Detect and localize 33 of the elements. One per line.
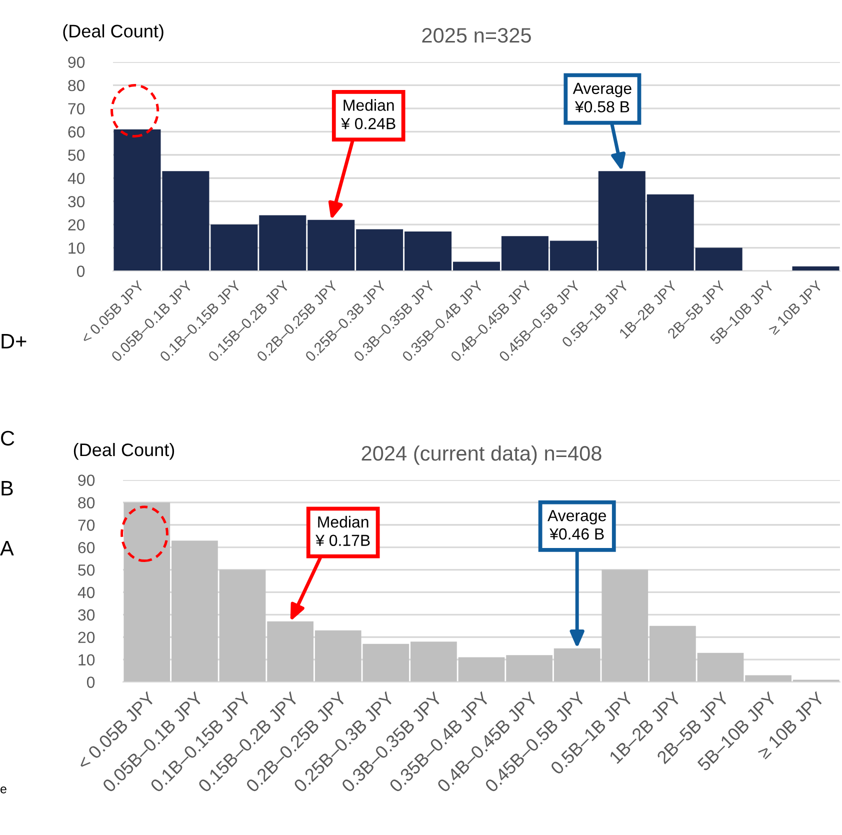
y-tick-label: 30 — [78, 609, 95, 621]
text: e — [0, 786, 6, 794]
y-tick-label: 10 — [78, 654, 95, 666]
y-tick-label: 30 — [68, 196, 85, 208]
y-tick-label: 70 — [78, 520, 95, 531]
y-tick-label: 90 — [78, 474, 95, 486]
annotation: Median ¥ 0.24B — [341, 99, 396, 130]
y-tick-label: 50 — [68, 150, 85, 161]
y-tick-label: 80 — [78, 497, 95, 508]
y-tick-label: 0 — [86, 676, 95, 688]
y-tick-label: 10 — [68, 242, 85, 254]
text: B — [2, 481, 13, 496]
y-tick-label: 20 — [78, 632, 95, 644]
annotation: Average ¥0.46 B — [548, 510, 606, 540]
y-tick-label: 60 — [68, 126, 85, 138]
y-axis-title: (Deal Count) — [74, 442, 174, 460]
text: A — [0, 541, 14, 556]
chart-title: 2024 (current data) n=408 — [362, 445, 602, 465]
y-tick-label: 50 — [78, 564, 95, 576]
annotation: Median ¥ 0.17B — [316, 516, 370, 546]
y-tick-label: 40 — [68, 172, 85, 184]
y-tick-label: 70 — [68, 103, 85, 114]
y-tick-label: 80 — [68, 80, 85, 92]
text: C — [1, 430, 14, 446]
y-tick-label: 40 — [78, 586, 95, 598]
text: D+ — [2, 334, 26, 348]
annotation: Average ¥0.58 B — [572, 82, 632, 112]
y-tick-label: 60 — [78, 542, 95, 554]
y-axis-title: (Deal Count) — [63, 24, 164, 42]
chart-title: 2025 n=325 — [422, 28, 531, 43]
y-tick-label: 20 — [68, 219, 85, 230]
y-tick-label: 0 — [76, 266, 85, 277]
y-tick-label: 90 — [68, 56, 85, 68]
